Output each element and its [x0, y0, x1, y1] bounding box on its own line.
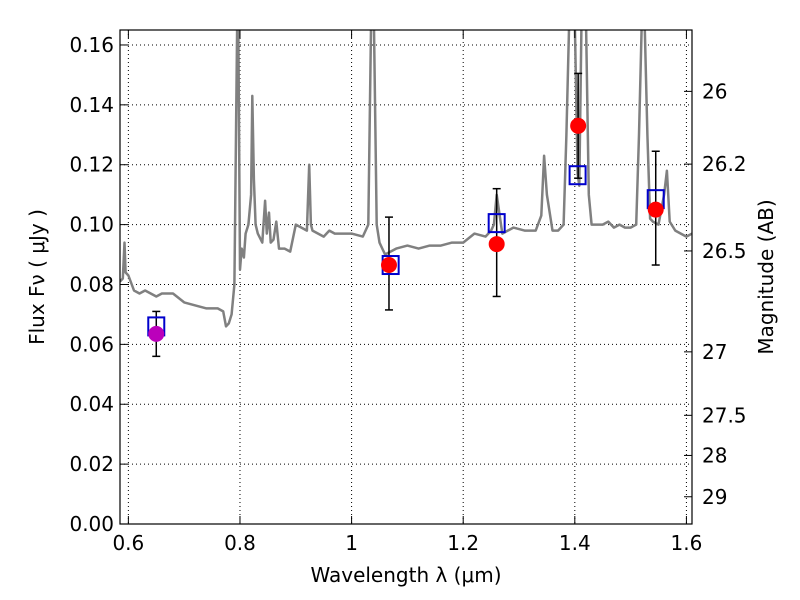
observed-point [647, 201, 664, 218]
observed-point [148, 325, 165, 342]
model-point [487, 213, 506, 234]
right-tick-label: 27 [702, 340, 727, 364]
x-tick-label: 1.2 [447, 531, 479, 555]
y-tick-label: 0.12 [69, 153, 114, 177]
model-points [147, 165, 665, 337]
x-tick-labels: 0.6 0.8 1 1.2 1.4 1.6 [112, 531, 702, 555]
y-tick-labels: 0.00 0.02 0.04 0.06 0.08 0.10 0.12 0.14 0.16 [69, 33, 114, 536]
y-tick-label: 0.04 [69, 392, 114, 416]
right-axis-label: Magnitude (AB) [754, 199, 778, 354]
y-tick-label: 0.00 [69, 512, 114, 536]
observed-point [570, 117, 587, 134]
error-bars [152, 72, 660, 358]
x-tick-label: 0.8 [224, 531, 256, 555]
right-tick-label: 26 [702, 79, 727, 103]
plot-frame [119, 29, 693, 525]
y-tick-label: 0.10 [69, 213, 114, 237]
spectrum [120, 30, 692, 328]
right-tick-label: 28 [702, 443, 727, 467]
right-tick-label: 26.2 [702, 152, 747, 176]
observed-point [380, 257, 397, 274]
x-tick-label: 1.6 [671, 531, 703, 555]
y-tick-label: 0.16 [69, 33, 114, 57]
model-point [568, 165, 587, 186]
observed-points [148, 117, 664, 342]
ticks [120, 30, 692, 525]
x-tick-label: 1 [345, 531, 358, 555]
y-tick-label: 0.14 [69, 93, 114, 117]
y-tick-label: 0.06 [69, 332, 114, 356]
right-tick-label: 26.5 [702, 239, 747, 263]
right-tick-label: 27.5 [702, 403, 747, 427]
observed-point [488, 236, 505, 253]
y-tick-label: 0.02 [69, 452, 114, 476]
right-tick-labels: 26 26.2 26.5 27 27.5 28 29 [702, 79, 747, 508]
right-tick-label: 29 [702, 485, 727, 509]
x-axis-label: Wavelength λ (μm) [310, 563, 501, 587]
x-tick-label: 0.6 [112, 531, 144, 555]
y-axis-label: Flux Fν ( μJy ) [25, 209, 49, 345]
x-tick-label: 1.4 [559, 531, 591, 555]
y-tick-label: 0.08 [69, 272, 114, 296]
grid [120, 30, 692, 525]
spectrum-line [120, 30, 692, 328]
